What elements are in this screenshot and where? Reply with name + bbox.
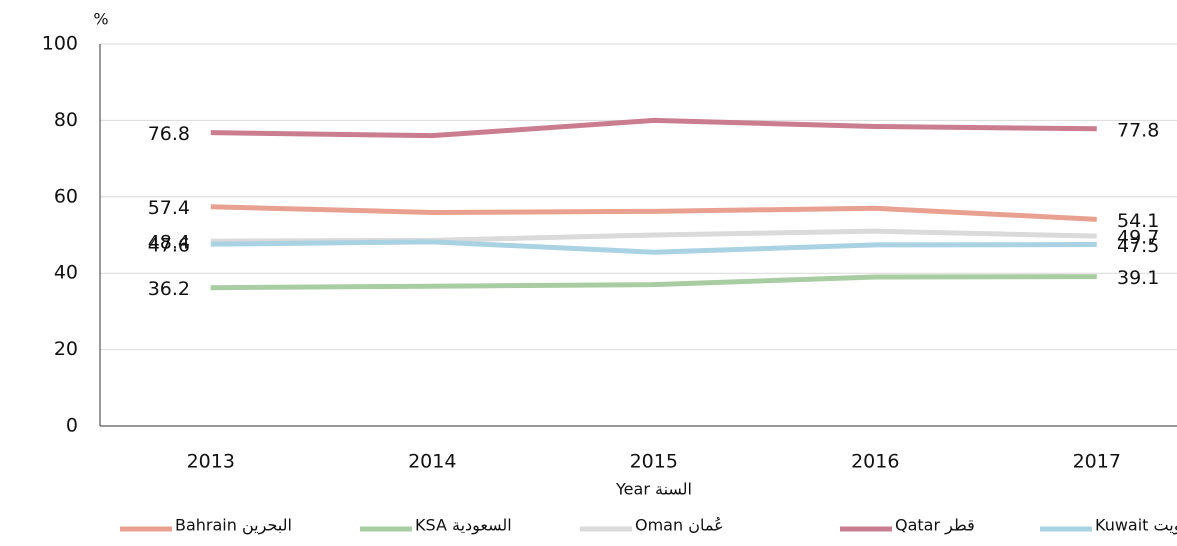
y-axis-label: %: [93, 10, 108, 29]
legend-label: Bahrain البحرين: [175, 516, 292, 536]
x-axis-label: Year السنة: [615, 480, 692, 499]
data-label: 47.5: [1117, 235, 1159, 257]
data-label: 76.8: [148, 123, 190, 145]
data-label: 36.2: [148, 278, 190, 300]
legend-label: Qatar قطر: [895, 516, 975, 536]
line-series: [210, 239, 1097, 255]
x-tick-label: 2015: [630, 451, 678, 473]
y-tick-label: 20: [54, 338, 78, 360]
data-label: 49.7: [1117, 227, 1159, 249]
y-tick-label: 100: [42, 33, 78, 55]
line-series: [210, 117, 1097, 139]
data-label: 48.4: [148, 232, 190, 254]
data-label: 57.4: [148, 197, 190, 219]
data-label: 54.1: [1117, 210, 1159, 232]
y-tick-label: 60: [54, 185, 78, 207]
legend-label: Oman عُمان: [635, 516, 724, 535]
x-tick-label: 2016: [851, 451, 899, 473]
x-tick-label: 2017: [1073, 451, 1121, 473]
data-label: 39.1: [1117, 267, 1159, 289]
y-tick-label: 0: [66, 415, 78, 437]
line-series: [210, 228, 1097, 244]
line-series: [210, 274, 1097, 291]
x-tick-label: 2013: [187, 451, 235, 473]
line-series: [210, 204, 1097, 222]
legend-label: KSA السعودية: [415, 516, 512, 536]
y-tick-label: 80: [54, 109, 78, 131]
y-tick-label: 40: [54, 262, 78, 284]
data-label: 47.6: [148, 235, 190, 257]
data-label: 77.8: [1117, 119, 1159, 141]
x-tick-label: 2014: [408, 451, 456, 473]
legend-label: Kuwait الكويت: [1095, 516, 1177, 536]
